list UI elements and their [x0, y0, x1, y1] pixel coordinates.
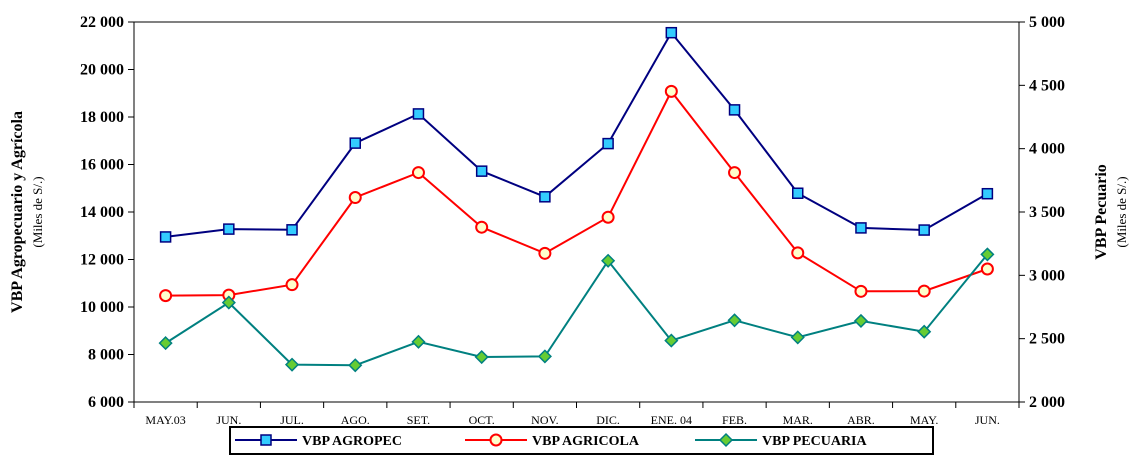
right-tick-label: 4 500 [1029, 77, 1065, 94]
data-point [980, 262, 994, 276]
x-tick-label: ABR. [847, 413, 875, 427]
plot-area [133, 21, 1020, 403]
data-point [917, 324, 932, 339]
right-tick-label: 4 000 [1029, 141, 1065, 158]
left-tick-label: 8 000 [88, 347, 124, 364]
x-tick-label: DIC. [596, 413, 620, 427]
data-point [980, 247, 995, 262]
x-tick-label: OCT. [469, 413, 495, 427]
data-point [602, 137, 614, 150]
data-point [791, 246, 805, 260]
data-point [223, 223, 235, 235]
legend-item-agricola: VBP AGRICOLA [465, 433, 640, 449]
series-line [165, 89, 988, 297]
data-point [349, 137, 361, 149]
data-point [285, 278, 299, 292]
data-point [664, 333, 679, 348]
data-point [158, 336, 173, 351]
data-point [790, 330, 805, 345]
data-point [411, 334, 426, 349]
x-tick-label: AGO. [341, 413, 370, 427]
right-tick-label: 3 500 [1029, 204, 1065, 221]
data-point [854, 284, 868, 298]
data-point [728, 166, 742, 180]
data-point [159, 231, 172, 243]
data-point [348, 358, 363, 373]
legend-marker-pecuaria [718, 432, 734, 448]
left-tick-label: 6 000 [88, 394, 124, 411]
left-axis-unit: (Miles de S/.) [30, 176, 45, 247]
data-point [601, 253, 616, 268]
series-1 [159, 26, 994, 243]
x-tick-label: MAR. [783, 413, 813, 427]
right-axis-title: VBP Pecuario [1093, 164, 1110, 260]
data-point [412, 108, 425, 120]
legend-item-agropec: VBP AGROPEC [235, 434, 402, 449]
right-tick-label: 2 500 [1029, 331, 1065, 348]
right-tick-label: 3 000 [1029, 267, 1065, 284]
data-point [475, 220, 489, 234]
x-tick-label: JUN. [975, 413, 1000, 427]
data-point [221, 295, 236, 310]
left-tick-label: 16 000 [80, 157, 124, 174]
data-point [853, 313, 869, 328]
legend-marker-agricola [489, 433, 503, 447]
right-axis-unit: (Miles de S/.) [1114, 176, 1129, 247]
data-point [286, 224, 298, 236]
legend-label-agricola: VBP AGRICOLA [532, 434, 640, 449]
left-tick-label: 22 000 [80, 14, 124, 31]
legend-label-pecuaria: VBP PECUARIA [762, 434, 868, 449]
legend-box [229, 426, 934, 455]
x-tick-label: MAY. [910, 413, 938, 427]
data-point [792, 187, 804, 199]
data-point [474, 349, 489, 365]
data-point [727, 313, 742, 328]
x-tick-label: FEB. [722, 413, 747, 427]
data-point [539, 191, 551, 203]
legend-marker-agropec [260, 434, 272, 446]
x-tick-label: JUL. [280, 413, 304, 427]
series-line [165, 30, 988, 238]
data-point [284, 357, 300, 372]
data-point [981, 187, 994, 200]
x-axis-ticks: MAY.03 JUN. JUL. AGO. SET. OCT. NOV. DIC. ENE. 0… [133, 402, 1020, 427]
data-point [855, 222, 867, 234]
data-point [537, 349, 552, 364]
legend: VBP AGROPEC VBP AGRICOLA VBP PECUARIA [229, 426, 934, 455]
x-tick-label: MAY.03 [145, 413, 185, 427]
left-axis-ticks: 6 000 8 000 10 000 12 000 14 000 16 000 18 000… [80, 14, 134, 411]
data-point [918, 224, 930, 236]
left-tick-label: 14 000 [80, 204, 124, 221]
data-point [664, 84, 678, 98]
data-point [475, 165, 488, 177]
x-tick-label: NOV. [531, 413, 558, 427]
left-tick-label: 12 000 [80, 252, 124, 269]
left-tick-label: 18 000 [80, 109, 124, 126]
series-3 [158, 247, 995, 373]
data-point [728, 104, 741, 116]
right-axis-ticks: 2 000 2 500 3 000 3 500 4 000 4 500 5 000 [1019, 14, 1065, 411]
data-point [601, 210, 615, 224]
right-tick-label: 5 000 [1029, 14, 1065, 31]
x-tick-label: ENE. 04 [651, 413, 692, 427]
left-axis-title: VBP Agropecuario y Agrícola [9, 111, 26, 313]
data-point [917, 284, 931, 298]
data-point [159, 289, 173, 303]
legend-item-pecuaria: VBP PECUARIA [695, 432, 868, 449]
series-layer [158, 26, 995, 373]
data-point [665, 26, 678, 39]
data-point [348, 191, 362, 205]
x-tick-label: JUN. [216, 413, 241, 427]
x-tick-label: SET. [407, 413, 430, 427]
data-point [538, 246, 552, 260]
right-tick-label: 2 000 [1029, 394, 1065, 411]
series-2 [159, 84, 994, 303]
left-tick-label: 10 000 [80, 299, 124, 316]
data-point [411, 166, 425, 180]
left-tick-label: 20 000 [80, 62, 124, 79]
series-line [165, 253, 989, 367]
legend-label-agropec: VBP AGROPEC [302, 434, 402, 449]
